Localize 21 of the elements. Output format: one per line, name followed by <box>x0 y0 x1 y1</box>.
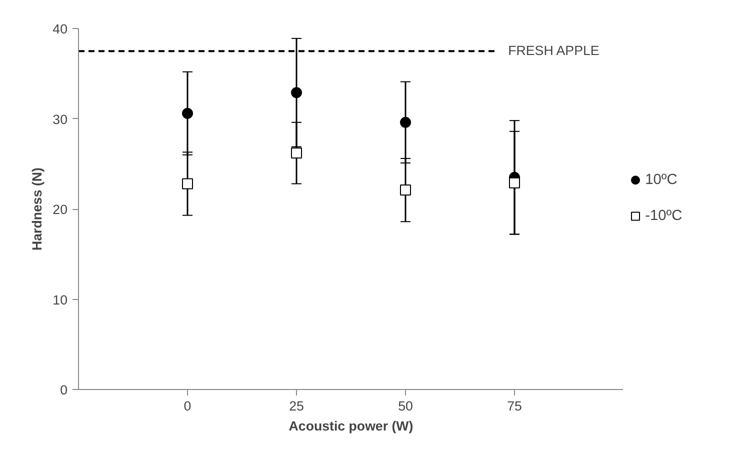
point <box>509 177 520 188</box>
point <box>400 116 411 128</box>
x-tick-label: 50 <box>398 398 413 414</box>
x-tick-label: 0 <box>184 398 192 414</box>
point <box>182 178 193 190</box>
legend-label: -10ºC <box>645 208 683 224</box>
x-axis-title: Acoustic power (W) <box>288 418 414 434</box>
y-tick-label: 0 <box>60 382 68 398</box>
ref-line-label: FRESH APPLE <box>508 43 600 58</box>
y-tick-label: 10 <box>52 292 68 308</box>
point <box>291 148 302 159</box>
x-tick-label: 25 <box>289 398 304 414</box>
legend-label: 10ºC <box>645 172 678 188</box>
y-tick-label: 40 <box>52 22 68 36</box>
point <box>291 87 302 98</box>
y-axis-title: Hardness (N) <box>30 168 45 250</box>
point <box>182 108 193 119</box>
x-tick-label: 75 <box>507 398 522 414</box>
y-tick-label: 30 <box>52 112 68 127</box>
y-tick-label: 20 <box>52 202 68 217</box>
point <box>400 184 411 196</box>
